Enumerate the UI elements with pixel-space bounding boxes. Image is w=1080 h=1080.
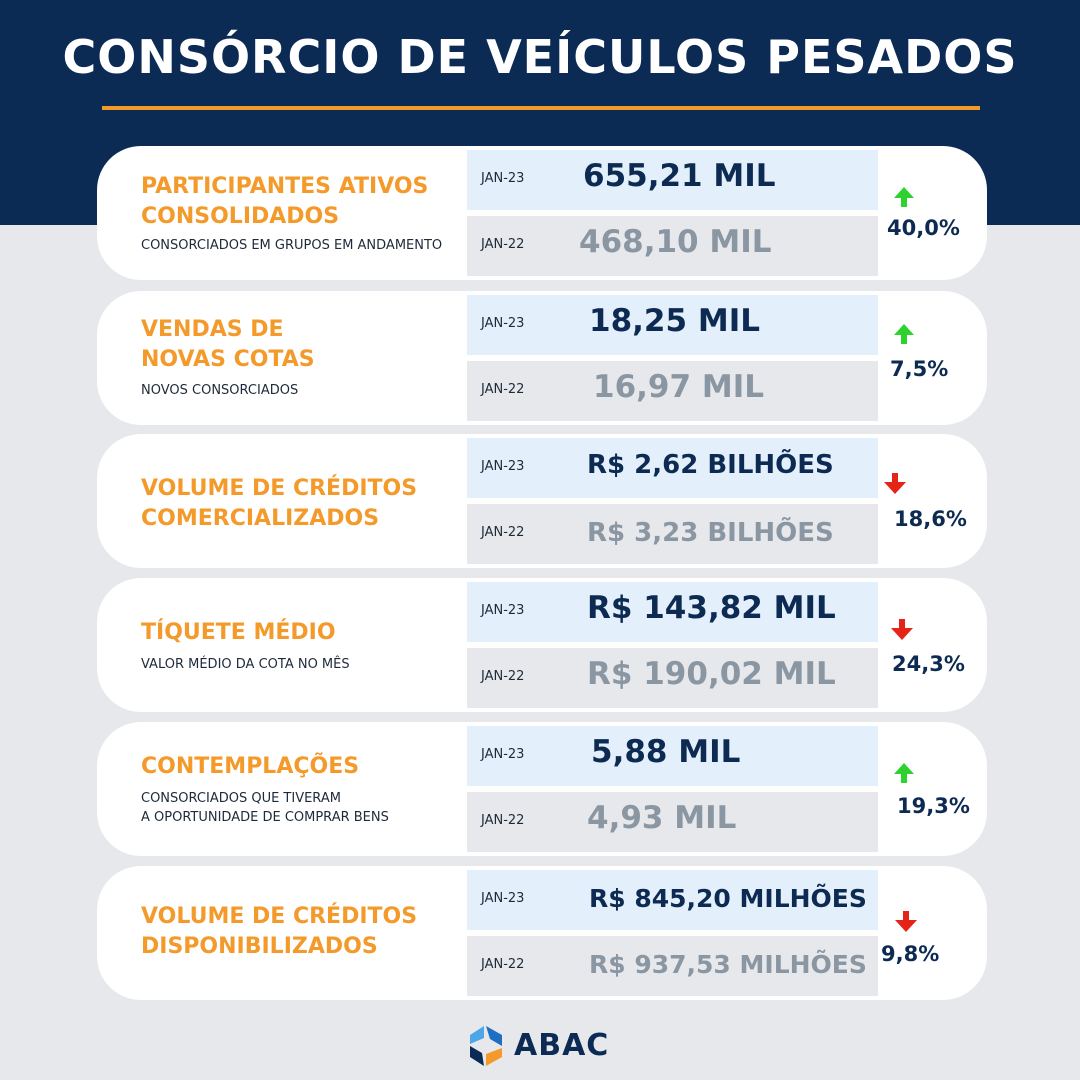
current-period-label: JAN-23 [481, 171, 525, 186]
abac-logo: ABAC [466, 1024, 626, 1068]
current-period-label: JAN-23 [481, 459, 525, 474]
current-row: JAN-23 R$ 845,20 MILHÕES [467, 870, 878, 930]
arrow-down-icon [891, 619, 913, 640]
current-period-label: JAN-23 [481, 891, 525, 906]
current-row: JAN-23 R$ 2,62 BILHÕES [467, 438, 878, 498]
card-subtitle: CONSORCIADOS EM GRUPOS EM ANDAMENTO [141, 238, 443, 253]
current-row: JAN-23 655,21 MIL [467, 150, 878, 210]
previous-period-label: JAN-22 [481, 382, 525, 397]
card-title: VENDAS DE NOVAS COTAS [141, 317, 315, 372]
metric-card-creditos-comercializados: VOLUME DE CRÉDITOS COMERCIALIZADOS JAN-2… [97, 434, 987, 568]
change-percent: 7,5% [890, 357, 949, 381]
previous-value: 16,97 MIL [593, 369, 764, 405]
current-value: 18,25 MIL [589, 303, 760, 339]
previous-period-label: JAN-22 [481, 813, 525, 828]
previous-period-label: JAN-22 [481, 957, 525, 972]
current-row: JAN-23 R$ 143,82 MIL [467, 582, 878, 642]
previous-row: JAN-22 R$ 190,02 MIL [467, 648, 878, 708]
change-percent: 18,6% [894, 507, 967, 531]
arrow-up-icon [894, 187, 914, 207]
current-value: 655,21 MIL [583, 158, 776, 194]
current-period-label: JAN-23 [481, 316, 525, 331]
card-subtitle: VALOR MÉDIO DA COTA NO MÊS [141, 657, 350, 672]
card-title: TÍQUETE MÉDIO [141, 620, 336, 645]
arrow-down-icon [884, 473, 906, 494]
card-title: VOLUME DE CRÉDITOS COMERCIALIZADOS [141, 476, 418, 531]
previous-period-label: JAN-22 [481, 525, 525, 540]
previous-value: R$ 190,02 MIL [587, 656, 836, 692]
change-percent: 19,3% [897, 794, 970, 818]
previous-value: 4,93 MIL [587, 800, 737, 836]
card-title: VOLUME DE CRÉDITOS DISPONIBILIZADOS [141, 904, 418, 959]
previous-row: JAN-22 468,10 MIL [467, 216, 878, 276]
card-title: PARTICIPANTES ATIVOS CONSOLIDADOS [141, 174, 429, 229]
current-value: R$ 143,82 MIL [587, 590, 836, 626]
card-title: CONTEMPLAÇÕES [141, 754, 360, 779]
arrow-up-icon [894, 324, 914, 344]
metric-card-participantes: PARTICIPANTES ATIVOS CONSOLIDADOS CONSOR… [97, 146, 987, 280]
metric-card-vendas: VENDAS DE NOVAS COTAS NOVOS CONSORCIADOS… [97, 291, 987, 425]
card-subtitle: NOVOS CONSORCIADOS [141, 383, 299, 398]
title-underline [102, 106, 980, 110]
card-subtitle: CONSORCIADOS QUE TIVERAM A OPORTUNIDADE … [141, 791, 389, 825]
current-row: JAN-23 18,25 MIL [467, 295, 878, 355]
change-percent: 40,0% [887, 216, 960, 240]
abac-logo-icon [470, 1026, 502, 1066]
previous-value: R$ 937,53 MILHÕES [589, 950, 867, 979]
metric-card-contemplacoes: CONTEMPLAÇÕES CONSORCIADOS QUE TIVERAM A… [97, 722, 987, 856]
metric-card-tiquete-medio: TÍQUETE MÉDIO VALOR MÉDIO DA COTA NO MÊS… [97, 578, 987, 712]
previous-row: JAN-22 16,97 MIL [467, 361, 878, 421]
arrow-up-icon [894, 763, 914, 783]
previous-value: 468,10 MIL [579, 224, 772, 260]
previous-period-label: JAN-22 [481, 237, 525, 252]
metric-card-creditos-disponibilizados: VOLUME DE CRÉDITOS DISPONIBILIZADOS JAN-… [97, 866, 987, 1000]
current-value: R$ 845,20 MILHÕES [589, 884, 867, 913]
current-value: R$ 2,62 BILHÕES [587, 450, 834, 480]
current-row: JAN-23 5,88 MIL [467, 726, 878, 786]
abac-logo-text: ABAC [514, 1028, 610, 1063]
current-period-label: JAN-23 [481, 747, 525, 762]
current-period-label: JAN-23 [481, 603, 525, 618]
previous-row: JAN-22 R$ 3,23 BILHÕES [467, 504, 878, 564]
previous-value: R$ 3,23 BILHÕES [587, 518, 834, 548]
arrow-down-icon [895, 911, 917, 932]
change-percent: 24,3% [892, 652, 965, 676]
current-value: 5,88 MIL [591, 734, 741, 770]
change-percent: 9,8% [881, 942, 940, 966]
page-title: CONSÓRCIO DE VEÍCULOS PESADOS [62, 30, 1018, 84]
previous-row: JAN-22 4,93 MIL [467, 792, 878, 852]
previous-period-label: JAN-22 [481, 669, 525, 684]
previous-row: JAN-22 R$ 937,53 MILHÕES [467, 936, 878, 996]
